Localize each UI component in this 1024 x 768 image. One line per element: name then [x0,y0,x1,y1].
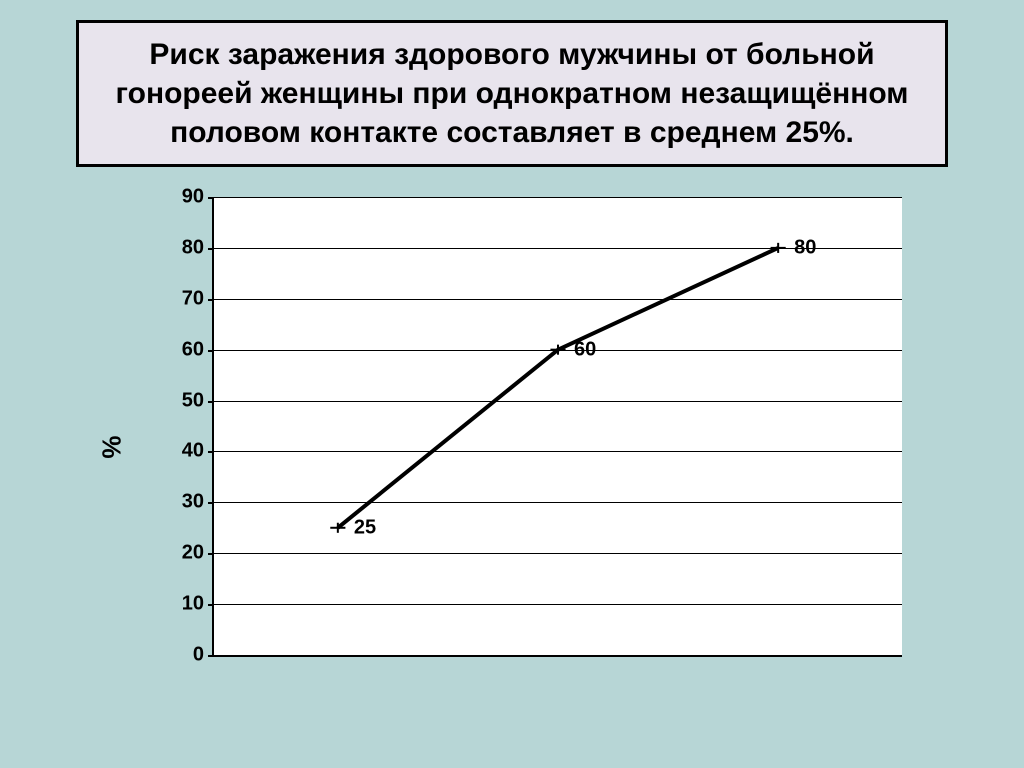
line-chart: % 0102030405060708090256080 [122,197,902,697]
y-tick-label: 50 [182,389,214,412]
plot-outer: 0102030405060708090256080 [212,197,902,657]
gridline [214,299,902,300]
title-text: Риск заражения здорового мужчины от боль… [116,38,909,149]
data-label: 80 [794,236,816,259]
y-axis-label: % [97,435,128,458]
y-tick-label: 0 [193,644,214,667]
data-label: 60 [574,338,596,361]
y-tick-label: 80 [182,236,214,259]
series-line [338,248,778,528]
y-tick-label: 20 [182,542,214,565]
y-tick-label: 10 [182,593,214,616]
y-tick-label: 40 [182,440,214,463]
gridline [214,553,902,554]
gridline [214,197,902,198]
y-tick-label: 60 [182,338,214,361]
gridline [214,350,902,351]
gridline [214,401,902,402]
plot-area: 0102030405060708090256080 [212,197,902,657]
y-tick-label: 70 [182,287,214,310]
y-tick-label: 90 [182,186,214,209]
series-svg [214,197,902,655]
gridline [214,451,902,452]
y-tick-label: 30 [182,491,214,514]
data-label: 25 [354,516,376,539]
gridline [214,502,902,503]
gridline [214,604,902,605]
title-box: Риск заражения здорового мужчины от боль… [76,20,948,167]
